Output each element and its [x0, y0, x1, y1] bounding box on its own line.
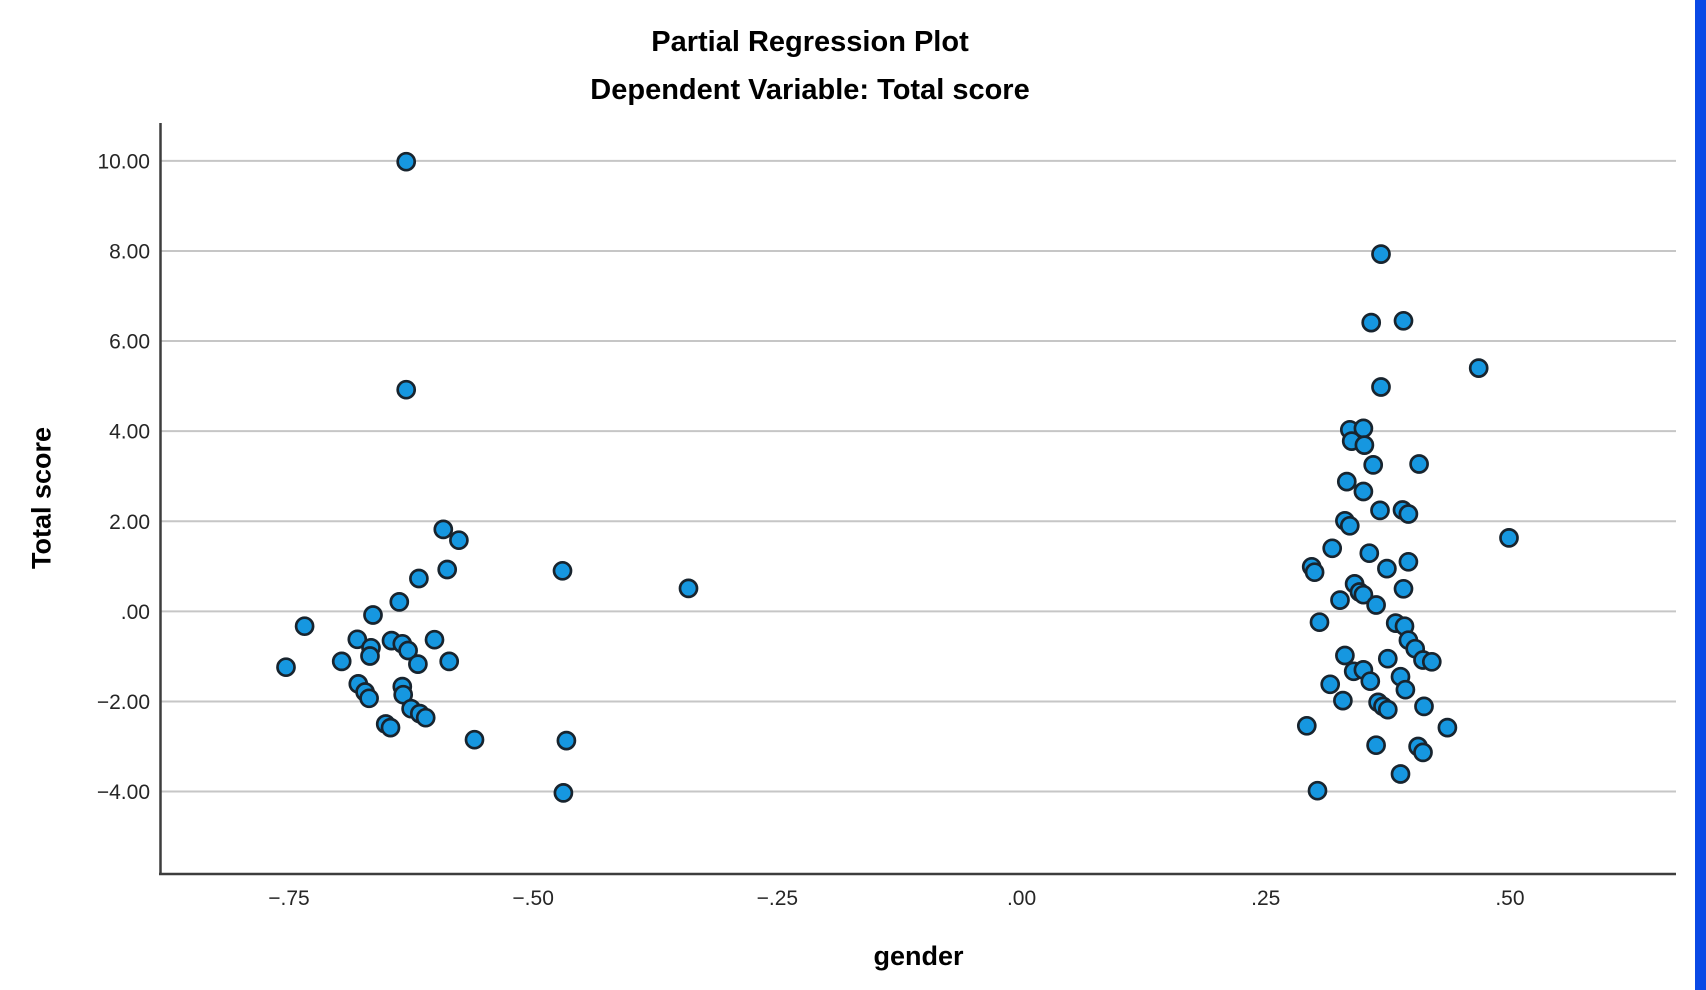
data-point — [1409, 454, 1429, 474]
y-tick-label: 4.00 — [109, 421, 150, 444]
x-tick-label: −.50 — [512, 887, 553, 910]
x-tick-label: .25 — [1251, 887, 1280, 910]
x-tick-label: −.75 — [268, 887, 309, 910]
data-point — [1398, 504, 1419, 524]
data-point — [396, 379, 417, 400]
data-point — [1398, 551, 1419, 572]
data-point — [359, 688, 379, 709]
data-point — [1393, 578, 1414, 599]
data-point — [1393, 310, 1414, 331]
x-tick-label: .00 — [1007, 887, 1036, 910]
data-point — [553, 783, 574, 803]
data-point — [1296, 715, 1317, 736]
data-point — [1395, 679, 1416, 700]
data-point — [424, 629, 445, 650]
data-point — [678, 578, 699, 599]
data-point — [396, 151, 417, 172]
chart-title: Partial Regression Plot — [651, 26, 969, 58]
data-point — [1377, 648, 1398, 669]
data-point — [1377, 699, 1398, 720]
data-point — [433, 519, 454, 540]
data-point — [389, 592, 410, 612]
selection-border — [1695, 0, 1706, 990]
data-point — [1377, 558, 1397, 579]
y-tick-label: .00 — [121, 601, 150, 624]
data-point — [437, 559, 458, 580]
data-point — [1437, 717, 1458, 738]
data-point — [409, 568, 429, 589]
data-point — [331, 651, 352, 672]
y-tick-label: 8.00 — [109, 240, 150, 263]
y-tick-label: 10.00 — [97, 150, 150, 173]
data-point — [1370, 500, 1390, 521]
data-point — [380, 717, 401, 738]
x-tick-label: −.25 — [757, 887, 798, 910]
data-point — [1339, 515, 1360, 536]
data-point — [1371, 377, 1391, 397]
data-point — [1421, 651, 1442, 672]
data-point — [1414, 696, 1434, 717]
data-point — [449, 530, 469, 551]
data-point — [1360, 671, 1381, 692]
data-point — [1354, 435, 1375, 455]
data-point — [1353, 481, 1374, 502]
data-point — [360, 646, 380, 666]
data-point — [415, 707, 436, 728]
data-point — [1390, 764, 1411, 784]
data-point — [1320, 674, 1341, 695]
data-point — [1413, 742, 1433, 763]
y-tick-label: −2.00 — [97, 691, 150, 714]
data-point — [1366, 595, 1386, 615]
data-point — [363, 605, 383, 625]
y-tick-label: −4.00 — [97, 781, 150, 804]
data-point — [1336, 471, 1357, 492]
data-point — [1322, 538, 1343, 559]
data-point — [1468, 358, 1489, 378]
y-tick-label: 6.00 — [109, 331, 150, 354]
data-point — [1335, 645, 1355, 666]
data-point — [347, 629, 368, 650]
data-point — [1309, 612, 1330, 633]
data-point — [408, 654, 428, 674]
data-point — [1333, 690, 1353, 711]
data-point — [1366, 735, 1386, 756]
data-point — [398, 640, 418, 661]
data-point — [464, 729, 485, 750]
x-tick-label: .50 — [1495, 887, 1524, 910]
data-point — [1363, 455, 1384, 475]
data-point — [439, 651, 460, 672]
data-point — [1304, 562, 1325, 583]
data-point — [1330, 590, 1350, 610]
data-point — [1353, 584, 1374, 605]
data-point — [552, 560, 573, 581]
data-point — [556, 730, 577, 751]
data-point — [1499, 528, 1519, 548]
y-tick-label: 2.00 — [109, 511, 150, 534]
x-axis-title: gender — [873, 941, 964, 971]
data-point — [276, 657, 296, 678]
data-point — [1359, 543, 1380, 564]
data-point — [1307, 780, 1328, 801]
data-point — [1361, 312, 1382, 333]
chart-subtitle: Dependent Variable: Total score — [590, 74, 1030, 106]
data-point — [294, 616, 315, 637]
data-point — [1371, 244, 1391, 264]
